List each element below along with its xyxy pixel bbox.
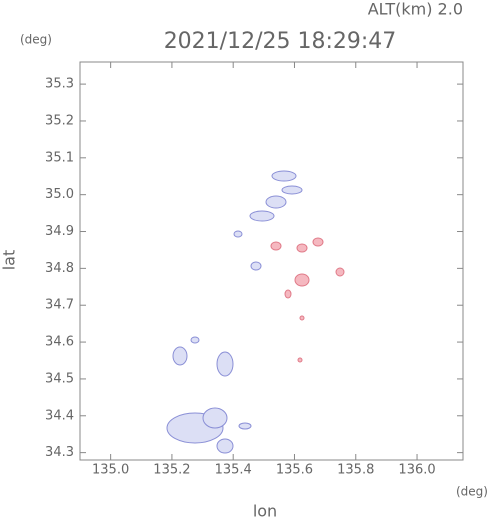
y-tick-label: 34.8 xyxy=(45,261,74,276)
y-tick-label: 34.4 xyxy=(45,408,74,423)
y-tick-label: 34.6 xyxy=(45,335,74,350)
y-tick-label: 35.1 xyxy=(45,150,74,165)
y-tick-label: 34.3 xyxy=(45,445,74,460)
echo-blobs xyxy=(166,170,345,454)
y-tick-label: 35.0 xyxy=(45,187,74,202)
x-tick-label: 136.0 xyxy=(398,463,435,478)
altitude-label: ALT(km) 2.0 xyxy=(368,0,463,19)
x-tick-label: 135.6 xyxy=(276,463,313,478)
plot-frame xyxy=(79,61,464,461)
x-tick-label: 135.2 xyxy=(153,463,190,478)
y-tick-label: 34.7 xyxy=(45,298,74,313)
y-tick-label: 34.5 xyxy=(45,371,74,386)
x-tick-label: 135.4 xyxy=(215,463,252,478)
y-unit: (deg) xyxy=(20,33,52,47)
y-axis-label: lat xyxy=(0,250,19,271)
x-tick-label: 135.8 xyxy=(337,463,374,478)
chart-title: 2021/12/25 18:29:47 xyxy=(164,29,397,54)
y-tick-label: 34.9 xyxy=(45,224,74,239)
y-tick-label: 35.3 xyxy=(45,77,74,92)
x-tick-label: 135.0 xyxy=(92,463,129,478)
x-unit: (deg) xyxy=(456,485,488,499)
x-axis-label: lon xyxy=(253,502,277,521)
y-tick-label: 35.2 xyxy=(45,113,74,128)
